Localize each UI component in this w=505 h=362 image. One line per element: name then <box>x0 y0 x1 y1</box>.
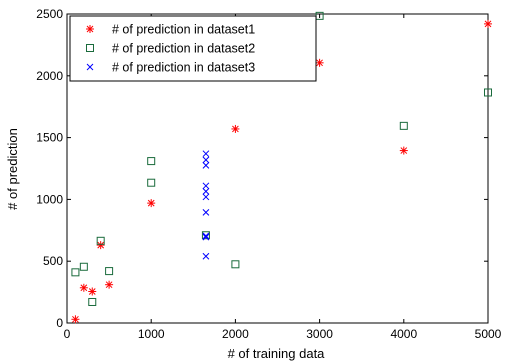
data-point-dataset2 <box>231 260 240 269</box>
data-point-dataset1 <box>79 283 88 292</box>
data-point-dataset2 <box>96 236 105 245</box>
data-point-dataset2 <box>147 157 156 166</box>
data-point-dataset2 <box>399 121 408 130</box>
y-tick-label: 1500 <box>36 131 63 145</box>
x-tick-label: 4000 <box>390 327 417 341</box>
x-axis-label: # of training data <box>228 346 326 361</box>
legend-label: # of prediction in dataset3 <box>112 61 255 75</box>
x-tick-label: 5000 <box>475 327 502 341</box>
data-point-dataset2 <box>147 178 156 187</box>
data-point-dataset2 <box>79 262 88 271</box>
data-point-dataset3 <box>202 209 210 216</box>
x-tick-label: 3000 <box>306 327 333 341</box>
axis-ticks: 0 1000 2000 3000 4000 5000 0 500 1000 1500 2000 250… <box>36 7 501 341</box>
data-point-dataset1 <box>96 241 105 250</box>
legend-label: # of prediction in dataset2 <box>112 42 255 56</box>
data-point-dataset1 <box>147 199 156 208</box>
data-point-dataset1 <box>88 287 97 296</box>
y-tick-label: 1000 <box>36 192 63 206</box>
data-point-dataset1 <box>105 280 114 289</box>
data-point-dataset3 <box>202 150 210 158</box>
legend-box <box>69 15 317 82</box>
legend: # of prediction in dataset1 # of predicti… <box>69 15 317 82</box>
x-tick-label: 2000 <box>222 327 249 341</box>
x-tick-label: 1000 <box>138 327 165 341</box>
data-point-dataset3 <box>202 252 210 260</box>
data-point-dataset3 <box>202 188 210 195</box>
data-point-dataset1 <box>315 58 324 67</box>
data-point-dataset2 <box>105 267 114 276</box>
data-point-dataset2 <box>484 88 492 97</box>
x-tick-label: 0 <box>64 327 71 341</box>
legend-marker-dataset3 <box>86 63 94 71</box>
data-point-dataset3 <box>202 233 210 241</box>
data-point-dataset3 <box>202 156 210 164</box>
data-point-dataset3 <box>202 182 210 190</box>
data-points <box>71 11 492 324</box>
legend-label: # of prediction in dataset1 <box>112 23 255 37</box>
data-point-dataset2 <box>71 268 80 277</box>
y-tick-label: 0 <box>56 316 63 330</box>
y-tick-label: 2500 <box>36 7 63 21</box>
y-tick-label: 2000 <box>36 69 63 83</box>
data-point-dataset3 <box>202 232 210 240</box>
legend-marker-dataset2 <box>86 44 94 52</box>
y-tick-label: 500 <box>43 254 63 268</box>
y-axis-label: # of prediction <box>5 128 20 210</box>
data-point-dataset3 <box>202 162 210 169</box>
data-point-dataset3 <box>202 193 210 201</box>
data-point-dataset2 <box>88 297 97 306</box>
data-point-dataset1 <box>231 124 240 133</box>
data-point-dataset1 <box>71 315 80 324</box>
data-point-dataset1 <box>484 19 492 28</box>
legend-marker-dataset1 <box>86 25 94 33</box>
data-point-dataset2 <box>201 231 210 240</box>
data-point-dataset1 <box>399 146 408 155</box>
